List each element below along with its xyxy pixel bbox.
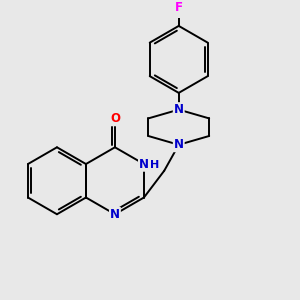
Text: O: O bbox=[110, 112, 120, 125]
Text: F: F bbox=[175, 1, 183, 14]
Text: N: N bbox=[139, 158, 149, 170]
Text: N: N bbox=[110, 208, 120, 221]
Text: N: N bbox=[174, 103, 184, 116]
Text: N: N bbox=[139, 158, 149, 170]
Text: N: N bbox=[174, 138, 184, 151]
Text: H: H bbox=[150, 160, 160, 170]
